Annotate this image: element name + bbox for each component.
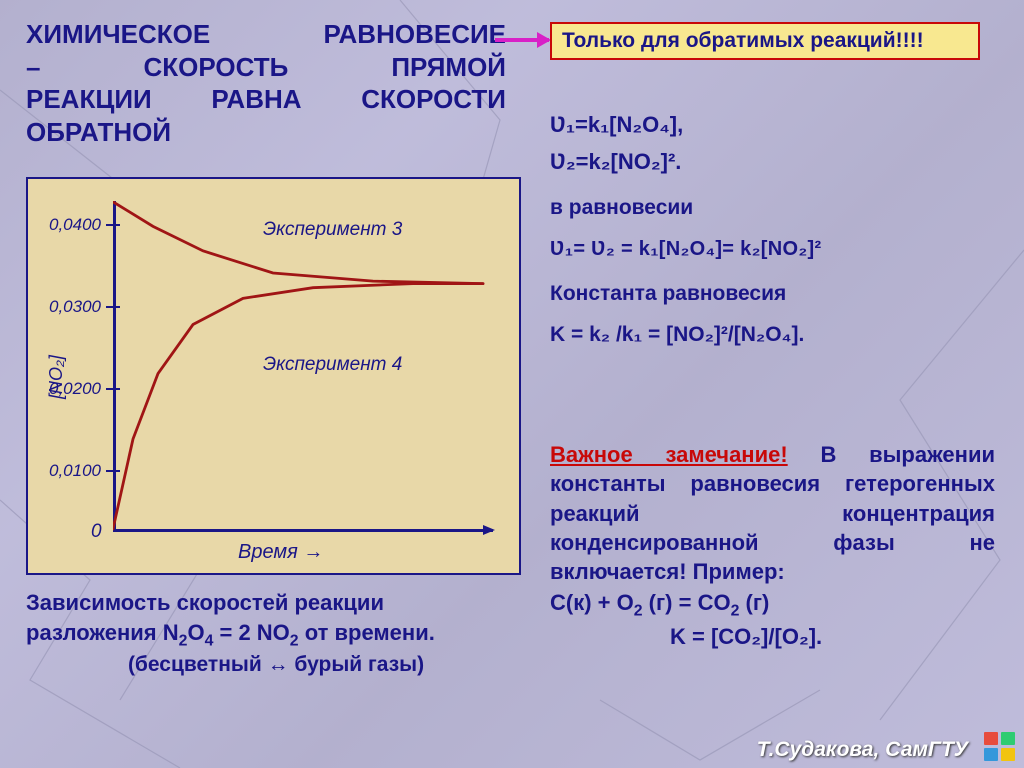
important-note: Важное замечание! В выражении константы … (550, 440, 995, 651)
caption-line: Зависимость скоростей реакции (26, 588, 526, 618)
eq-v2: Ʋ₂=k₂[NO₂]². (550, 145, 990, 178)
y-tick (106, 306, 120, 308)
author-footer: Т.Судакова, СамГТУ (757, 738, 968, 762)
x-axis-label: Время → (238, 541, 323, 564)
curve-exp3 (113, 202, 483, 284)
windows-icon (984, 732, 1018, 764)
eq-k-label: Константа равновесия (550, 278, 990, 310)
y-tick (106, 470, 120, 472)
curve-label: Эксперимент 3 (263, 219, 402, 241)
kinetics-chart: [NO₂] Время → 0 0,04000,03000,02000,0100… (26, 177, 521, 575)
eq-k-expr: K = k₂ /k₁ = [NO₂]²/[N₂O₄]. (550, 319, 990, 351)
axis-origin: 0 (91, 521, 102, 543)
arrow-icon (495, 38, 549, 42)
y-tick (106, 224, 120, 226)
curve-exp4 (113, 284, 483, 529)
reversible-note: Только для обратимых реакций!!!! (550, 22, 980, 60)
y-tick-label: 0,0100 (31, 461, 101, 481)
y-tick-label: 0,0300 (31, 297, 101, 317)
eq-in-equilibrium: в равновесии (550, 192, 990, 224)
page-title: ХИМИЧЕСКОЕ РАВНОВЕСИЕ – СКОРОСТЬ ПРЯМОЙ … (26, 18, 506, 148)
title-line: ХИМИЧЕСКОЕ РАВНОВЕСИЕ (26, 18, 506, 51)
y-tick (106, 388, 120, 390)
chart-caption: Зависимость скоростей реакции разложения… (26, 588, 526, 680)
curve-label: Эксперимент 4 (263, 354, 402, 376)
eq-v1: Ʋ₁=k₁[N₂O₄], (550, 108, 990, 141)
caption-line: (бесцветный ↔ бурый газы) (26, 651, 526, 679)
y-tick-label: 0,0200 (31, 379, 101, 399)
important-heading: Важное замечание! (550, 442, 788, 467)
caption-line: разложения N2O4 = 2 NO2 от времени. (26, 618, 526, 652)
title-line: ОБРАТНОЙ (26, 116, 506, 149)
eq-veq: Ʋ₁= Ʋ₂ = k₁[N₂O₄]= k₂[NO₂]² (550, 234, 990, 264)
example-eq-1: C(к) + O2 (г) = CO2 (г) (550, 588, 995, 621)
title-line: РЕАКЦИИ РАВНА СКОРОСТИ (26, 83, 506, 116)
example-eq-2: K = [CO₂]/[O₂]. (670, 622, 995, 651)
equations-block: Ʋ₁=k₁[N₂O₄], Ʋ₂=k₂[NO₂]². в равновесии Ʋ… (550, 108, 990, 351)
title-line: – СКОРОСТЬ ПРЯМОЙ (26, 51, 506, 84)
y-tick-label: 0,0400 (31, 215, 101, 235)
